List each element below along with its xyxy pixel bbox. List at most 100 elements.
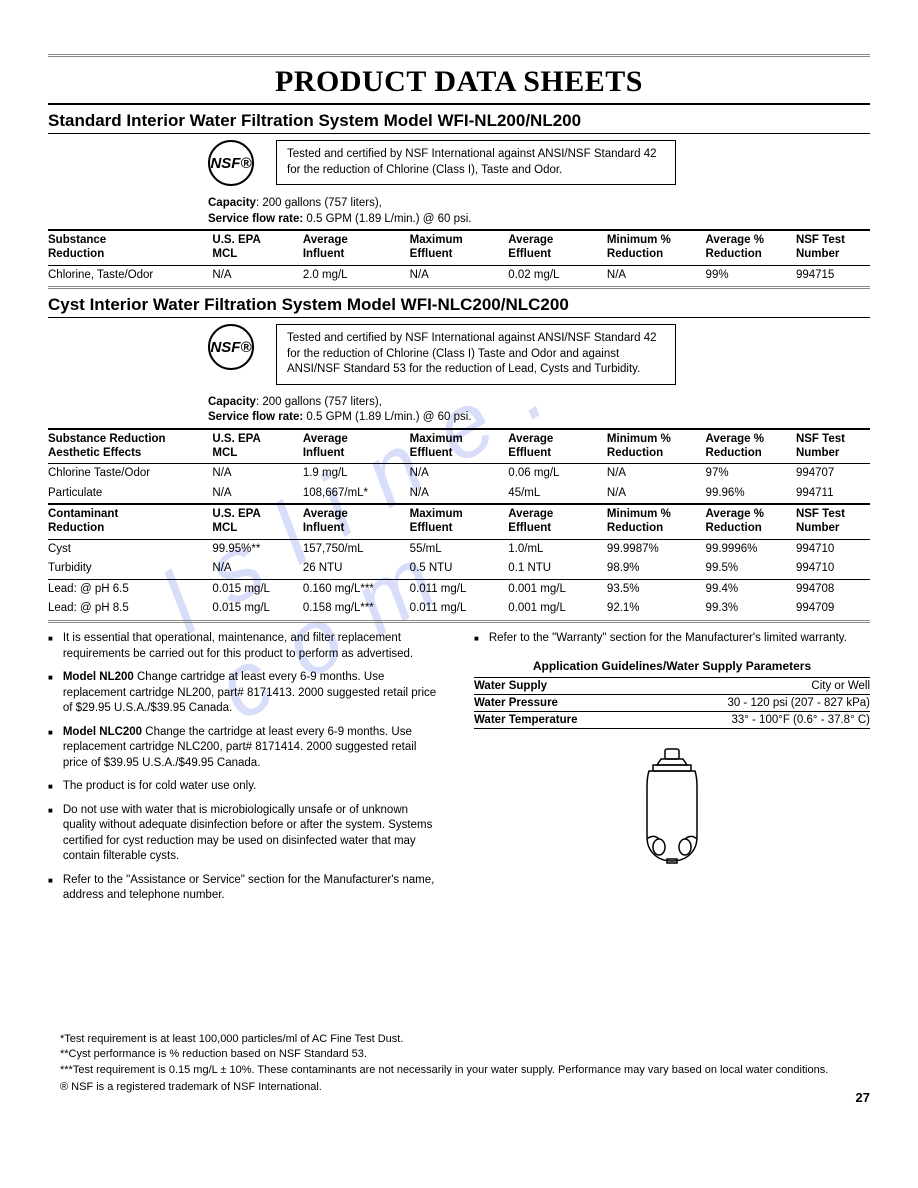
table-cell: 994710 [796, 539, 870, 559]
col-header: Average %Reduction [706, 429, 796, 464]
filter-illustration [474, 747, 870, 870]
table-cell: N/A [410, 484, 509, 505]
footnote: ***Test requirement is 0.15 mg/L ± 10%. … [48, 1063, 870, 1078]
table-cell: Lead: @ pH 8.5 [48, 599, 212, 619]
col-header: AverageInfluent [303, 504, 410, 539]
param-value: City or Well [641, 677, 870, 694]
table-cell: 0.1 NTU [508, 559, 607, 579]
flow-label: Service flow rate: [208, 213, 303, 225]
col-header: Minimum %Reduction [607, 504, 706, 539]
right-bullets: Refer to the "Warranty" section for the … [474, 631, 870, 647]
right-column: Refer to the "Warranty" section for the … [474, 631, 870, 912]
capacity-value: : 200 gallons (757 liters), [256, 197, 382, 209]
param-value: 30 - 120 psi (207 - 827 kPa) [641, 694, 870, 711]
table-cell: Lead: @ pH 6.5 [48, 579, 212, 599]
section2-header-row: NSF® Tested and certified by NSF Interna… [48, 318, 870, 391]
col-header: AverageInfluent [303, 429, 410, 464]
table-cell: 994709 [796, 599, 870, 619]
left-column: It is essential that operational, mainte… [48, 631, 444, 912]
table-cell: 55/mL [410, 539, 509, 559]
table-cell: 0.015 mg/L [212, 579, 302, 599]
section1-table: SubstanceReductionU.S. EPAMCLAverageInfl… [48, 229, 870, 285]
footnotes: *Test requirement is at least 100,000 pa… [48, 1032, 870, 1096]
table-cell: 0.015 mg/L [212, 599, 302, 619]
table-cell: 99.5% [706, 559, 796, 579]
col-header: NSF TestNumber [796, 429, 870, 464]
table-cell: N/A [410, 464, 509, 484]
param-key: Water Supply [474, 677, 641, 694]
param-row: Water SupplyCity or Well [474, 677, 870, 694]
table-cell: 994707 [796, 464, 870, 484]
col-header: U.S. EPAMCL [212, 230, 302, 265]
section1-header-row: NSF® Tested and certified by NSF Interna… [48, 134, 870, 192]
table-row: Cyst99.95%**157,750/mL55/mL1.0/mL99.9987… [48, 539, 870, 559]
app-guidelines-title: Application Guidelines/Water Supply Para… [474, 659, 870, 673]
param-row: Water Pressure30 - 120 psi (207 - 827 kP… [474, 694, 870, 711]
table-row: Lead: @ pH 6.50.015 mg/L0.160 mg/L***0.0… [48, 579, 870, 599]
bullet-item: It is essential that operational, mainte… [48, 631, 444, 662]
section1-title: Standard Interior Water Filtration Syste… [48, 111, 870, 131]
table-cell: 0.5 NTU [410, 559, 509, 579]
table-cell: 0.158 mg/L*** [303, 599, 410, 619]
table-cell: N/A [607, 484, 706, 505]
col-header: AverageEffluent [508, 504, 607, 539]
table-cell: 0.160 mg/L*** [303, 579, 410, 599]
water-filter-icon [627, 747, 717, 867]
table-cell: 108,667/mL* [303, 484, 410, 505]
flow-value: 0.5 GPM (1.89 L/min.) @ 60 psi. [303, 213, 471, 225]
param-key: Water Temperature [474, 711, 641, 728]
table-cell: 97% [706, 464, 796, 484]
table-cell: 99.3% [706, 599, 796, 619]
left-bullets: It is essential that operational, mainte… [48, 631, 444, 904]
param-key: Water Pressure [474, 694, 641, 711]
table-cell: N/A [212, 464, 302, 484]
top-rule [48, 54, 870, 57]
table-cell: 0.02 mg/L [508, 265, 607, 285]
table-cell: 0.06 mg/L [508, 464, 607, 484]
table-cell: 0.001 mg/L [508, 599, 607, 619]
col-header: MaximumEffluent [410, 230, 509, 265]
table-cell: N/A [410, 265, 509, 285]
capacity-value: : 200 gallons (757 liters), [256, 396, 382, 408]
table-cell: 0.011 mg/L [410, 599, 509, 619]
section1-capacity: Capacity: 200 gallons (757 liters), Serv… [48, 196, 870, 227]
registered-note: ® NSF is a registered trademark of NSF I… [48, 1080, 870, 1095]
col-header: Average %Reduction [706, 230, 796, 265]
table-cell: 99.96% [706, 484, 796, 505]
table-cell: Chlorine Taste/Odor [48, 464, 212, 484]
col-header: Substance ReductionAesthetic Effects [48, 429, 212, 464]
bullet-item: Do not use with water that is microbiolo… [48, 803, 444, 865]
section2-title: Cyst Interior Water Filtration System Mo… [48, 295, 870, 315]
col-header: U.S. EPAMCL [212, 429, 302, 464]
params-table: Water SupplyCity or WellWater Pressure30… [474, 677, 870, 729]
bullet-item: Model NL200 Change cartridge at least ev… [48, 670, 444, 717]
col-header: MaximumEffluent [410, 429, 509, 464]
table-cell: N/A [607, 265, 706, 285]
bullet-item: The product is for cold water use only. [48, 779, 444, 795]
bullet-item: Refer to the "Assistance or Service" sec… [48, 873, 444, 904]
bullet-item: Refer to the "Warranty" section for the … [474, 631, 870, 647]
flow-value: 0.5 GPM (1.89 L/min.) @ 60 psi. [303, 411, 471, 423]
table-cell: 26 NTU [303, 559, 410, 579]
table-cell: 994711 [796, 484, 870, 505]
table-cell: 994710 [796, 559, 870, 579]
table-cell: 99.4% [706, 579, 796, 599]
table-cell: Particulate [48, 484, 212, 505]
table-cell: 994715 [796, 265, 870, 285]
table-cell: N/A [212, 559, 302, 579]
table-cell: Cyst [48, 539, 212, 559]
capacity-label: Capacity [208, 396, 256, 408]
param-value: 33° - 100°F (0.6° - 37.8° C) [641, 711, 870, 728]
col-header: NSF TestNumber [796, 230, 870, 265]
capacity-label: Capacity [208, 197, 256, 209]
page-title: PRODUCT DATA SHEETS [48, 65, 870, 99]
col-header: NSF TestNumber [796, 504, 870, 539]
col-header: Average %Reduction [706, 504, 796, 539]
table-cell: N/A [212, 484, 302, 505]
footnote: *Test requirement is at least 100,000 pa… [48, 1032, 870, 1047]
col-header: Minimum %Reduction [607, 429, 706, 464]
table-cell: 157,750/mL [303, 539, 410, 559]
flow-label: Service flow rate: [208, 411, 303, 423]
notes-columns: It is essential that operational, mainte… [48, 631, 870, 912]
table-cell: 1.0/mL [508, 539, 607, 559]
